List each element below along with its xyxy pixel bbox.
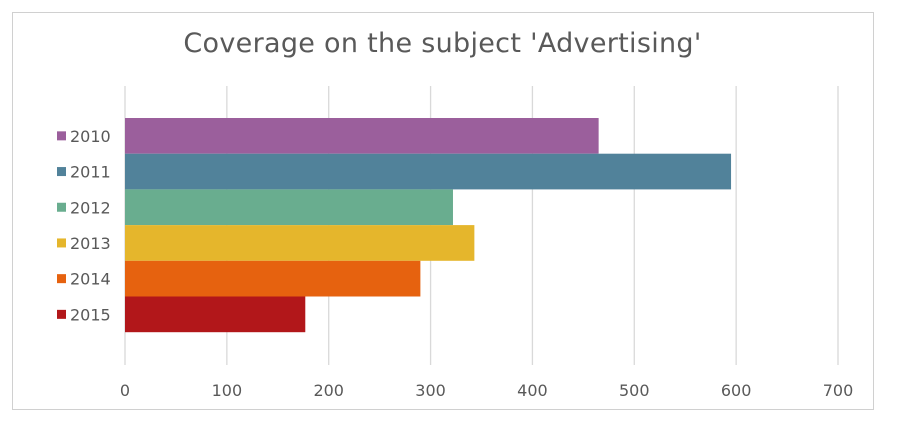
bar-2010 [125, 118, 599, 154]
legend-label-2012: 2012 [70, 198, 111, 217]
legend-label-2013: 2013 [70, 234, 111, 253]
x-tick-label: 500 [619, 381, 650, 400]
bar-2014 [125, 260, 421, 297]
chart-title: Coverage on the subject 'Advertising' [183, 28, 702, 59]
bar-2012 [125, 189, 453, 226]
legend-swatch-2014 [57, 274, 66, 284]
legend-swatch-2012 [57, 202, 66, 212]
bar-2011 [125, 153, 732, 190]
legend-swatch-2010 [57, 131, 66, 141]
legend-label-2011: 2011 [70, 163, 111, 182]
bar-2013 [125, 225, 475, 261]
legend-swatch-2015 [57, 309, 66, 319]
legend-swatch-2011 [57, 167, 66, 177]
x-tick-label: 600 [721, 381, 752, 400]
x-tick-label: 400 [517, 381, 548, 400]
x-tick-label: 100 [212, 381, 243, 400]
legend-swatch-2013 [57, 238, 66, 248]
legend-label-2014: 2014 [70, 270, 111, 289]
legend-label-2010: 2010 [70, 127, 111, 146]
x-axis-ticks: 0 100 200 300 400 500 600 700 [120, 381, 853, 400]
x-tick-label: 300 [415, 381, 446, 400]
x-tick-label: 200 [313, 381, 344, 400]
x-tick-label: 700 [823, 381, 854, 400]
legend: 2010 2011 2012 2013 2014 2015 [57, 127, 111, 324]
bars [125, 118, 732, 333]
x-tick-label: 0 [120, 381, 130, 400]
bar-2015 [125, 296, 306, 333]
legend-label-2015: 2015 [70, 305, 111, 324]
